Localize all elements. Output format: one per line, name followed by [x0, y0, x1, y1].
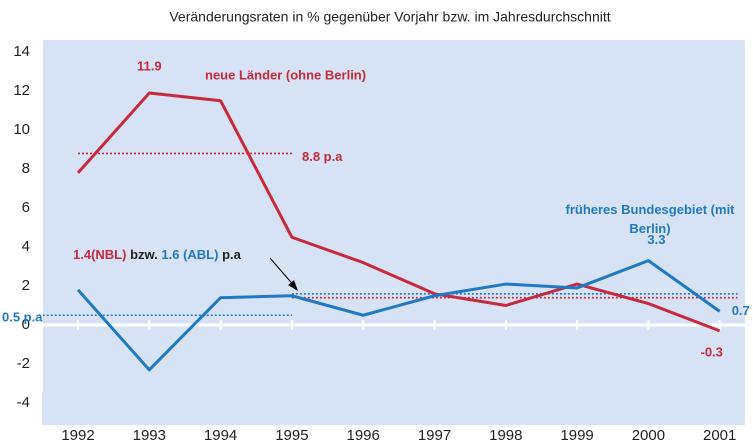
y-tick-label: 4 [22, 238, 30, 255]
x-tick-label: 1994 [204, 427, 237, 444]
annotation-part: bzw. [130, 247, 158, 262]
arrow-head [288, 280, 298, 291]
legend-label: früheres Bundesgebiet (mit Berlin) [565, 202, 735, 236]
y-tick-label: 6 [22, 199, 30, 216]
y-tick-label: 14 [13, 43, 30, 60]
y-tick-label: 12 [13, 82, 30, 99]
annotation-part: p.a [222, 247, 242, 262]
y-tick-label: 8 [22, 160, 30, 177]
x-tick-label: 1995 [275, 427, 308, 444]
x-tick-label: 1993 [133, 427, 166, 444]
y-tick-label: 0 [22, 316, 30, 333]
x-tick-label: 1996 [347, 427, 380, 444]
data-label: 3.3 [647, 232, 665, 247]
annotation-part: 1.4(NBL) [73, 247, 126, 262]
data-label: -0.3 [700, 344, 722, 359]
y-tick-label: -4 [17, 394, 30, 411]
y-tick-label: -2 [17, 355, 30, 372]
x-tick-label: 2000 [632, 427, 665, 444]
x-tick-label: 1999 [560, 427, 593, 444]
x-tick-label: 1998 [489, 427, 522, 444]
annotation: 1.4(NBL) bzw. 1.6 (ABL) p.a [73, 247, 242, 262]
x-tick-label: 2001 [703, 427, 736, 444]
x-tick-label: 1997 [418, 427, 451, 444]
series-line [76, 91, 721, 333]
x-tick-label: 1992 [61, 427, 94, 444]
chart-title: Veränderungsraten in % gegenüber Vorjahr… [169, 9, 610, 25]
reference-label: 8.8 p.a [302, 149, 343, 164]
series-line [76, 259, 721, 372]
y-tick-label: 2 [22, 277, 30, 294]
reference-label: 0.5 p.a [2, 310, 43, 325]
data-label: 11.9 [137, 58, 162, 73]
y-tick-label: 10 [13, 121, 30, 138]
annotation-part: 1.6 (ABL) [161, 247, 218, 262]
data-label: 0.7 [732, 303, 750, 318]
legend-label: neue Länder (ohne Berlin) [205, 67, 366, 82]
